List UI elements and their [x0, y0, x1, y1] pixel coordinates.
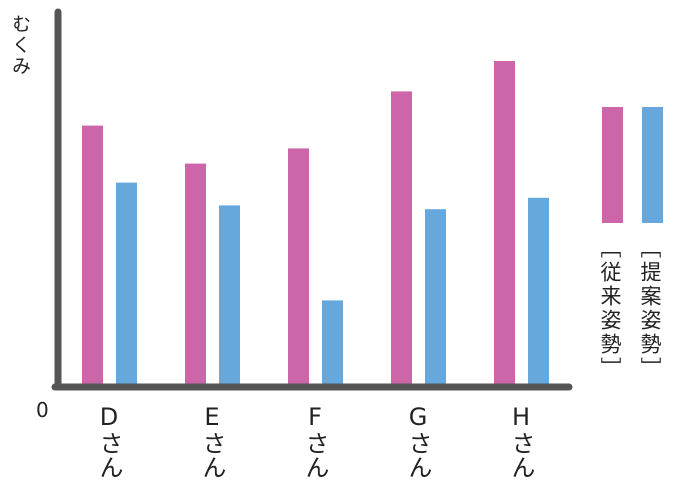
- y-axis-label: むくみ: [9, 14, 31, 77]
- bar-d-series-1: [116, 182, 137, 384]
- bar-group: [82, 61, 549, 385]
- bar-e-series-0: [185, 163, 206, 384]
- x-tick-label-f: Fさん: [301, 403, 329, 479]
- legend-swatch-series-0: [602, 107, 623, 223]
- bar-g-series-0: [391, 91, 412, 385]
- bar-e-series-1: [219, 205, 240, 384]
- x-tick-label-g: Gさん: [404, 403, 432, 479]
- legend-swatch-series-1: [642, 107, 663, 223]
- legend-label-conventional: ［従来姿勢］: [598, 237, 622, 381]
- x-tick-label-d: Dさん: [95, 403, 123, 479]
- bar-f-series-0: [288, 148, 309, 384]
- bar-h-series-1: [528, 197, 549, 384]
- legend-label-proposed: ［提案姿勢］: [638, 237, 662, 381]
- y-origin-label: 0: [36, 398, 49, 422]
- legend-swatches: [602, 107, 663, 223]
- bar-g-series-1: [425, 209, 446, 384]
- bar-h-series-0: [494, 61, 515, 384]
- x-tick-label-e: Eさん: [198, 403, 226, 479]
- bar-f-series-1: [322, 300, 343, 384]
- x-tick-label-h: Hさん: [507, 403, 535, 479]
- bar-d-series-0: [82, 125, 103, 384]
